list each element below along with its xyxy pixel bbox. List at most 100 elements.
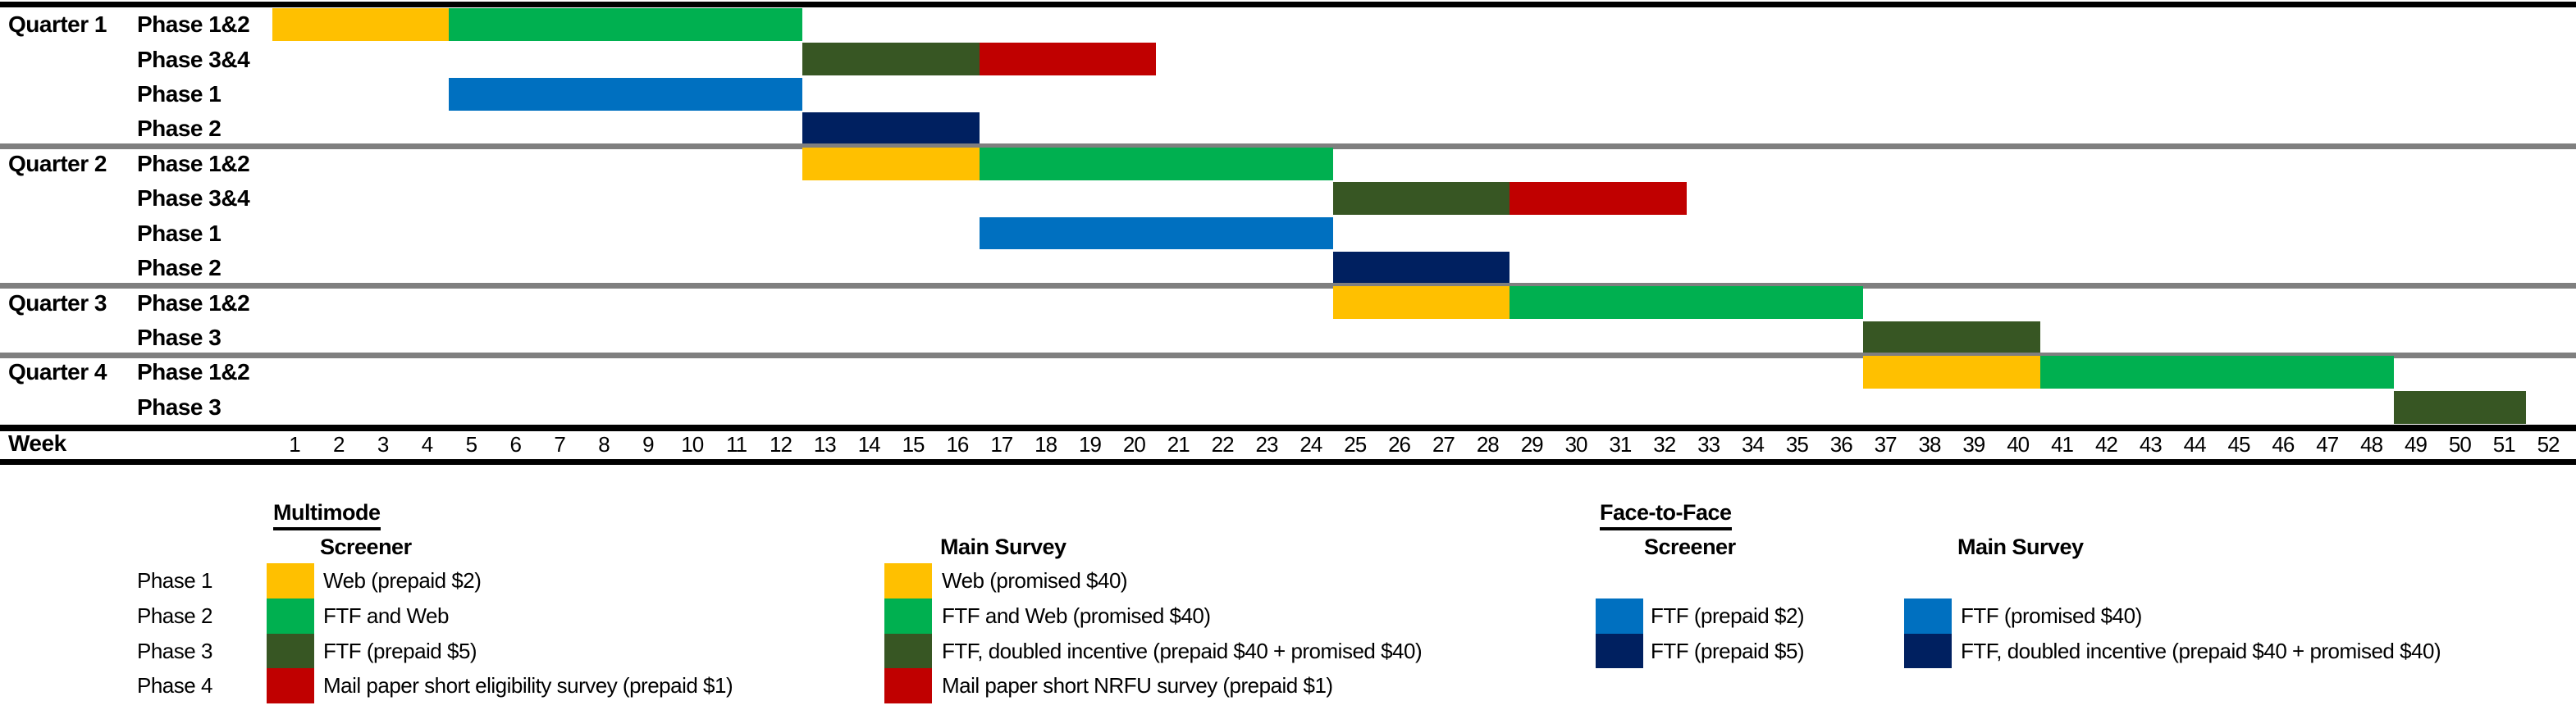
legend-subheading: Main Survey xyxy=(940,535,1066,559)
week-number: 43 xyxy=(2139,431,2163,457)
week-number: 36 xyxy=(1829,431,1853,457)
week-number: 3 xyxy=(377,431,389,457)
legend-item-label: Web (promised $40) xyxy=(942,568,1128,593)
week-number: 4 xyxy=(421,431,433,457)
legend-swatch-gold xyxy=(884,563,932,598)
week-number: 33 xyxy=(1697,431,1720,457)
week-number: 29 xyxy=(1520,431,1544,457)
week-number: 28 xyxy=(1476,431,1500,457)
legend-item-label: FTF, doubled incentive (prepaid $40 + pr… xyxy=(942,638,1423,663)
quarter-divider xyxy=(0,352,2576,358)
phase-label: Phase 3 xyxy=(137,324,222,350)
week-number: 51 xyxy=(2492,431,2516,457)
week-number: 39 xyxy=(1962,431,1985,457)
legend-group-heading: Multimode xyxy=(273,500,381,530)
legend-item-label: Web (prepaid $2) xyxy=(323,568,482,593)
week-row-top-border xyxy=(0,425,2576,431)
legend-phase-label: Phase 2 xyxy=(137,603,212,628)
gantt-bar-red xyxy=(979,43,1157,76)
legend-item-label: FTF (prepaid $5) xyxy=(1651,638,1805,663)
week-number: 2 xyxy=(333,431,345,457)
phase-label: Phase 1&2 xyxy=(137,289,250,316)
gantt-bar-dark_green xyxy=(1332,182,1510,215)
legend-swatch-red xyxy=(267,668,314,703)
week-number: 37 xyxy=(1874,431,1898,457)
week-number: 30 xyxy=(1564,431,1588,457)
legend-phase-label: Phase 4 xyxy=(137,673,212,698)
phase-label: Phase 1&2 xyxy=(137,150,250,176)
week-number: 1 xyxy=(289,431,300,457)
gantt-bar-dark_green xyxy=(802,43,980,76)
legend-item-label: FTF and Web (promised $40) xyxy=(942,603,1211,628)
week-number: 44 xyxy=(2183,431,2207,457)
gantt-bar-gold xyxy=(802,147,980,180)
phase-label: Phase 2 xyxy=(137,255,222,281)
legend-phase-label: Phase 3 xyxy=(137,638,212,663)
week-number: 9 xyxy=(642,431,654,457)
legend-subheading: Main Survey xyxy=(1957,535,2084,559)
week-number: 6 xyxy=(509,431,522,457)
legend-swatch-red xyxy=(884,668,932,703)
week-number: 7 xyxy=(554,431,565,457)
week-number: 17 xyxy=(990,431,1013,457)
gantt-bar-navy xyxy=(1332,251,1510,284)
quarter-divider xyxy=(0,282,2576,289)
quarter-label: Quarter 4 xyxy=(8,359,107,385)
legend-swatch-dark_green xyxy=(267,634,314,668)
week-number: 47 xyxy=(2316,431,2339,457)
week-number: 24 xyxy=(1299,431,1322,457)
week-number: 21 xyxy=(1167,431,1190,457)
week-number: 16 xyxy=(946,431,969,457)
gantt-bar-dark_green xyxy=(1863,321,2040,354)
legend-group-heading-text: Multimode xyxy=(273,500,381,530)
quarter-label: Quarter 2 xyxy=(8,150,107,176)
legend-item-label: FTF and Web xyxy=(323,603,449,628)
phase-label: Phase 3 xyxy=(137,394,222,420)
week-number: 49 xyxy=(2405,431,2428,457)
gantt-bar-green xyxy=(449,8,803,41)
week-number: 10 xyxy=(681,431,704,457)
week-number: 20 xyxy=(1122,431,1146,457)
phase-label: Phase 1 xyxy=(137,220,222,246)
week-number: 5 xyxy=(465,431,477,457)
week-number: 32 xyxy=(1653,431,1676,457)
legend-swatch-gold xyxy=(267,563,314,598)
week-number: 48 xyxy=(2360,431,2383,457)
legend-item-label: FTF (prepaid $5) xyxy=(323,638,477,663)
legend-subheading: Screener xyxy=(1644,535,1736,559)
legend-subheading: Screener xyxy=(320,535,412,559)
gantt-bar-green xyxy=(2039,356,2394,389)
legend-swatch-navy xyxy=(1904,634,1952,668)
week-number: 15 xyxy=(902,431,925,457)
legend-swatch-green xyxy=(884,598,932,634)
legend-swatch-blue xyxy=(1904,598,1952,634)
gantt-bar-gold xyxy=(1863,356,2040,389)
phase-label: Phase 2 xyxy=(137,116,222,142)
legend-item-label: Mail paper short NRFU survey (prepaid $1… xyxy=(942,673,1333,698)
week-number: 46 xyxy=(2272,431,2295,457)
week-number: 13 xyxy=(813,431,837,457)
gantt-bar-dark_green xyxy=(2393,390,2527,424)
week-number: 35 xyxy=(1785,431,1809,457)
week-number: 12 xyxy=(769,431,792,457)
gantt-bar-navy xyxy=(802,112,980,146)
chart-top-border xyxy=(0,2,2576,7)
week-number: 19 xyxy=(1079,431,1102,457)
week-number: 23 xyxy=(1255,431,1279,457)
phase-label: Phase 1&2 xyxy=(137,11,250,38)
phase-label: Phase 1&2 xyxy=(137,359,250,385)
week-number: 27 xyxy=(1432,431,1455,457)
week-number: 42 xyxy=(2094,431,2118,457)
gantt-bar-gold xyxy=(1332,286,1510,320)
week-number: 40 xyxy=(2007,431,2030,457)
week-axis-label: Week xyxy=(8,430,66,456)
legend-group-heading-text: Face-to-Face xyxy=(1600,500,1732,530)
legend-swatch-dark_green xyxy=(884,634,932,668)
quarter-label: Quarter 3 xyxy=(8,289,107,316)
legend-item-label: FTF (promised $40) xyxy=(1961,603,2142,628)
week-number: 52 xyxy=(2537,431,2560,457)
gantt-bar-green xyxy=(1510,286,1864,320)
week-number: 18 xyxy=(1035,431,1057,457)
week-number: 11 xyxy=(726,431,747,457)
